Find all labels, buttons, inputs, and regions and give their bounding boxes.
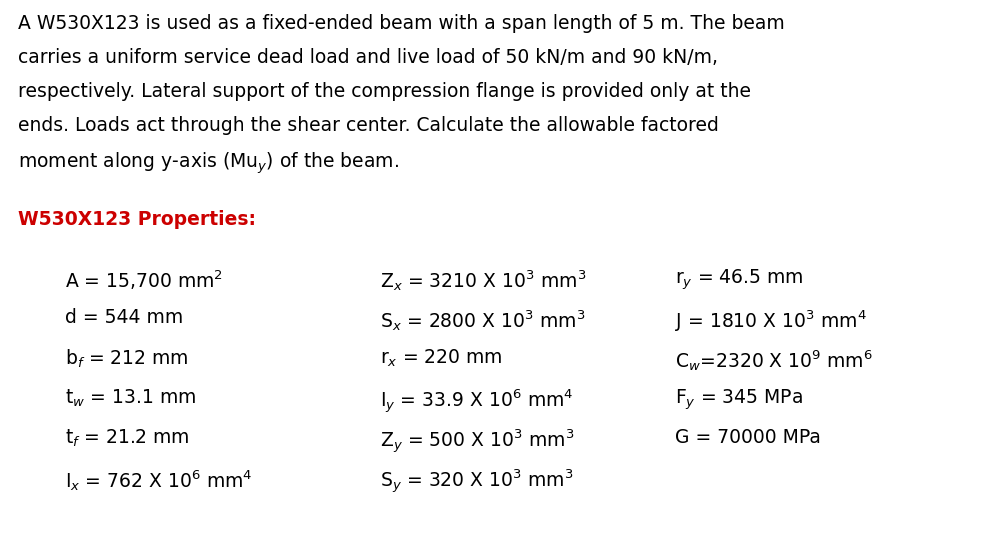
Text: r$_x$ = 220 mm: r$_x$ = 220 mm [380, 348, 503, 370]
Text: I$_x$ = 762 X 10$^6$ mm$^4$: I$_x$ = 762 X 10$^6$ mm$^4$ [65, 468, 253, 493]
Text: Z$_x$ = 3210 X 10$^3$ mm$^3$: Z$_x$ = 3210 X 10$^3$ mm$^3$ [380, 268, 586, 293]
Text: b$_f$ = 212 mm: b$_f$ = 212 mm [65, 348, 189, 370]
Text: carries a uniform service dead load and live load of 50 kN/m and 90 kN/m,: carries a uniform service dead load and … [18, 48, 718, 67]
Text: G = 70000 MPa: G = 70000 MPa [675, 428, 821, 447]
Text: Z$_y$ = 500 X 10$^3$ mm$^3$: Z$_y$ = 500 X 10$^3$ mm$^3$ [380, 428, 574, 456]
Text: F$_y$ = 345 MPa: F$_y$ = 345 MPa [675, 388, 803, 413]
Text: moment along y-axis (Mu$_y$) of the beam.: moment along y-axis (Mu$_y$) of the beam… [18, 150, 399, 175]
Text: respectively. Lateral support of the compression flange is provided only at the: respectively. Lateral support of the com… [18, 82, 751, 101]
Text: r$_y$ = 46.5 mm: r$_y$ = 46.5 mm [675, 268, 804, 293]
Text: A W530X123 is used as a fixed-ended beam with a span length of 5 m. The beam: A W530X123 is used as a fixed-ended beam… [18, 14, 785, 33]
Text: t$_w$ = 13.1 mm: t$_w$ = 13.1 mm [65, 388, 196, 409]
Text: S$_y$ = 320 X 10$^3$ mm$^3$: S$_y$ = 320 X 10$^3$ mm$^3$ [380, 468, 573, 496]
Text: t$_f$ = 21.2 mm: t$_f$ = 21.2 mm [65, 428, 189, 449]
Text: C$_w$=2320 X 10$^9$ mm$^6$: C$_w$=2320 X 10$^9$ mm$^6$ [675, 348, 873, 373]
Text: J = 1810 X 10$^3$ mm$^4$: J = 1810 X 10$^3$ mm$^4$ [675, 308, 867, 334]
Text: S$_x$ = 2800 X 10$^3$ mm$^3$: S$_x$ = 2800 X 10$^3$ mm$^3$ [380, 308, 585, 333]
Text: A = 15,700 mm$^2$: A = 15,700 mm$^2$ [65, 268, 223, 292]
Text: d = 544 mm: d = 544 mm [65, 308, 183, 327]
Text: I$_y$ = 33.9 X 10$^6$ mm$^4$: I$_y$ = 33.9 X 10$^6$ mm$^4$ [380, 388, 573, 416]
Text: ends. Loads act through the shear center. Calculate the allowable factored: ends. Loads act through the shear center… [18, 116, 719, 135]
Text: W530X123 Properties:: W530X123 Properties: [18, 210, 256, 229]
